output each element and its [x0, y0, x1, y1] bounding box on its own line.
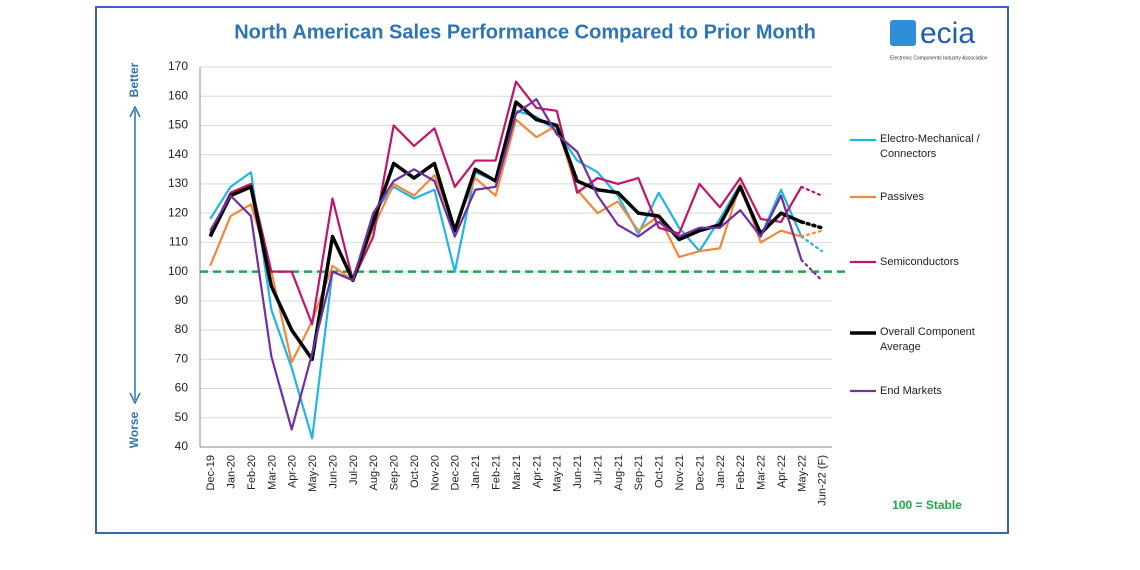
x-tick-label: May-21	[552, 455, 564, 492]
x-tick-label: Mar-21	[511, 455, 523, 490]
legend-label: Electro-Mechanical / Connectors	[880, 133, 980, 160]
x-tick-label: Jan-21	[470, 455, 482, 489]
x-tick-label: Nov-21	[674, 455, 686, 490]
x-tick-label: Mar-20	[266, 455, 278, 490]
y-tick-label: 80	[175, 322, 189, 336]
worse-label: Worse	[127, 411, 141, 448]
logo-name: ecia	[920, 17, 975, 50]
series-line	[208, 100, 823, 362]
y-tick-label: 50	[175, 410, 189, 424]
x-tick-label: Dec-19	[205, 455, 217, 490]
forecast-segment	[800, 235, 823, 253]
x-tick-label: Dec-21	[694, 455, 706, 490]
x-tick-label: Aug-20	[368, 455, 380, 490]
x-tick-label: Oct-20	[409, 455, 421, 488]
series-line	[209, 98, 823, 431]
x-tick-label: May-20	[307, 455, 319, 492]
x-tick-label: Aug-21	[613, 455, 625, 490]
x-tick-label: Jun-21	[572, 455, 584, 489]
forecast-segment	[800, 258, 823, 282]
x-tick-label: Feb-22	[735, 455, 747, 490]
series-line	[209, 80, 823, 326]
y-tick-label: 40	[175, 439, 189, 453]
reference-label: 100 = Stable	[892, 498, 962, 512]
x-tick-label: Jun-20	[327, 455, 339, 489]
chart-title: North American Sales Performance Compare…	[234, 21, 816, 43]
y-tick-label: 90	[175, 293, 189, 307]
series-line	[209, 109, 823, 440]
y-tick-label: 170	[168, 59, 188, 73]
x-tick-label: Apr-20	[287, 455, 299, 488]
x-tick-label: Sep-20	[389, 455, 401, 490]
x-tick-label: Dec-20	[450, 455, 462, 490]
x-tick-label: Jan-22	[715, 455, 727, 489]
x-tick-label: Nov-20	[429, 455, 441, 490]
x-tick-label: Jan-20	[225, 455, 237, 489]
y-tick-label: 110	[169, 235, 188, 249]
x-tick-label: Jun-22 (F)	[817, 455, 829, 506]
y-tick-label: 140	[168, 147, 188, 161]
y-tick-label: 130	[168, 176, 188, 190]
x-tick-label: Feb-21	[491, 455, 503, 490]
frame	[95, 6, 1009, 534]
x-tick-label: Mar-22	[756, 455, 768, 490]
legend-label: Passives	[880, 190, 925, 203]
x-tick-label: Jul-20	[348, 455, 360, 485]
x-tick-label: Oct-21	[654, 455, 666, 488]
forecast-segment	[800, 185, 823, 197]
y-tick-label: 160	[168, 88, 188, 102]
arrow-heads	[129, 105, 141, 405]
legend-label: Overall Component Average	[880, 326, 975, 353]
better-label: Better	[127, 62, 141, 97]
legend-label: Semiconductors	[880, 255, 959, 268]
y-tick-label: 100	[168, 264, 188, 278]
x-tick-label: May-22	[796, 455, 808, 492]
y-tick-label: 120	[168, 205, 188, 219]
x-tick-label: Apr-22	[776, 455, 788, 488]
forecast-segment	[799, 220, 824, 230]
y-tick-label: 150	[168, 118, 188, 132]
logo-icon	[890, 20, 916, 46]
x-tick-label: Feb-20	[246, 455, 258, 490]
logo-subtitle: Electronic Components Industry Associati…	[890, 55, 988, 61]
x-tick-label: Jul-21	[592, 455, 604, 485]
x-tick-label: Sep-21	[633, 455, 645, 490]
y-tick-label: 70	[175, 351, 189, 365]
series-line	[209, 118, 823, 364]
x-tick-label: Apr-21	[531, 455, 543, 488]
legend-label: End Markets	[880, 384, 942, 397]
y-tick-label: 60	[175, 381, 189, 395]
forecast-segment	[800, 229, 823, 238]
